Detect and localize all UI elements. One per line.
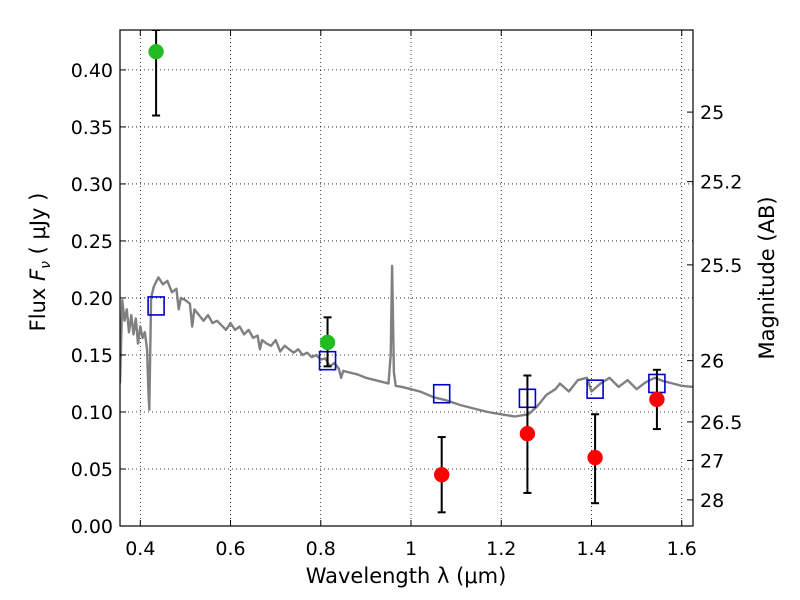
model-flux-square xyxy=(432,383,451,404)
observed-flux-point xyxy=(519,425,536,442)
y-tick-label: 0.00 xyxy=(71,516,113,538)
grid-lines xyxy=(120,30,693,526)
x-tick-label: 1.4 xyxy=(576,538,606,560)
x-tick-label: 0.8 xyxy=(306,538,336,560)
observed-flux-point xyxy=(649,391,665,408)
x-tick-label: 1.2 xyxy=(486,538,516,560)
y-tick-label: 0.10 xyxy=(71,402,113,424)
y2-tick-label: 26.5 xyxy=(700,412,742,434)
y-tick-label: 0.25 xyxy=(71,231,113,253)
x-tick-label: 1.6 xyxy=(667,538,697,560)
x-tick-label: 1 xyxy=(405,538,417,560)
model-flux-square xyxy=(586,379,604,399)
x-tick-label: 0.6 xyxy=(215,538,245,560)
model-spectrum-line xyxy=(120,264,693,418)
x-axis-label: Wavelength λ (μm) xyxy=(306,564,507,588)
model-flux-square xyxy=(147,296,165,316)
y-axis-label: Flux Fν ( μJy ) xyxy=(26,193,54,332)
y-tick-label: 0.30 xyxy=(71,174,113,196)
observed-flux-point xyxy=(433,466,450,483)
y2-tick-label: 25.5 xyxy=(700,255,742,277)
axis-ticks: 0.4 0.6 0.8 1 1.2 1.4 1.6 0.00 0.05 0.10 0.15 0.20 0… xyxy=(71,30,742,560)
y2-tick-label: 25 xyxy=(700,102,724,124)
y2-tick-label: 25.2 xyxy=(700,172,742,194)
y2-tick-label: 26 xyxy=(700,351,724,373)
observed-flux-point xyxy=(319,334,336,351)
y2-axis-label: Magnitude (AB) xyxy=(755,196,779,359)
plot-area xyxy=(120,30,693,514)
y-tick-label: 0.20 xyxy=(71,288,113,310)
x-tick-label: 0.4 xyxy=(125,538,155,560)
y-tick-label: 0.40 xyxy=(71,60,113,82)
y2-tick-label: 27 xyxy=(700,450,724,472)
y2-tick-label: 28 xyxy=(700,490,724,512)
observed-flux-point xyxy=(148,43,164,60)
y-tick-label: 0.15 xyxy=(71,345,113,367)
observed-flux-point xyxy=(587,449,603,466)
y-tick-label: 0.35 xyxy=(71,117,113,139)
y-tick-label: 0.05 xyxy=(71,459,113,481)
plot-frame xyxy=(119,29,694,527)
